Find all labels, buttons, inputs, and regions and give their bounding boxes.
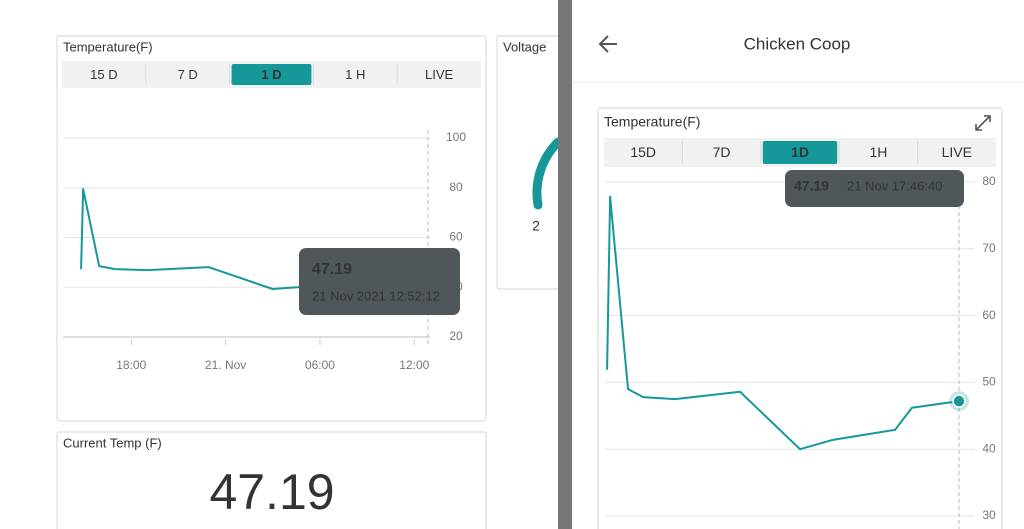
tooltip-value: 47.19 [312, 261, 352, 278]
x-tick-label: 06:00 [305, 358, 335, 372]
tab[interactable]: 7 D [178, 67, 198, 82]
widget-title: Voltage [503, 39, 546, 54]
tab[interactable]: 15D [630, 144, 656, 160]
x-tick-label: 21. Nov [205, 358, 246, 372]
y-tick-label: 80 [449, 180, 463, 194]
current-temp-value: 47.19 [209, 464, 334, 520]
tab[interactable]: LIVE [425, 67, 454, 82]
x-tick-label: 18:00 [116, 358, 146, 372]
widget-title: Temperature(F) [604, 114, 700, 130]
tooltip-time: 21 Nov 2021 12:52:12 [312, 288, 440, 303]
y-tick-label: 80 [982, 174, 996, 188]
widget-title: Current Temp (F) [63, 435, 162, 450]
tab[interactable]: 1 D [261, 67, 281, 82]
y-tick-label: 20 [449, 329, 463, 343]
y-tick-label: 60 [449, 230, 463, 244]
tab-active[interactable] [231, 64, 312, 85]
y-tick-label: 30 [982, 508, 996, 522]
gauge-label: 2 [532, 218, 540, 234]
data-line [80, 187, 429, 290]
y-tick-label: 40 [982, 441, 996, 455]
tooltip [299, 248, 460, 315]
tab-active[interactable] [762, 141, 838, 164]
y-tick-label: 100 [446, 130, 466, 144]
y-tick-label: 50 [982, 375, 996, 389]
tab[interactable]: 7D [713, 144, 731, 160]
y-tick-label: 70 [982, 241, 996, 255]
panel-divider [558, 0, 572, 529]
tooltip-time: 21 Nov 17:46:40 [847, 178, 942, 193]
expand-icon[interactable] [975, 115, 991, 131]
data-line [606, 195, 960, 451]
back-button[interactable] [598, 35, 617, 53]
tab[interactable]: 1 H [345, 67, 365, 82]
x-tick-label: 12:00 [399, 358, 429, 372]
y-tick-label: 60 [982, 308, 996, 322]
gauge-arc [532, 137, 563, 210]
temperature-widget [597, 107, 1003, 529]
tab[interactable]: 15 D [90, 67, 117, 82]
header-title: Chicken Coop [744, 34, 851, 53]
tab[interactable]: 1H [869, 144, 887, 160]
hover-point [952, 394, 966, 408]
temperature-widget [56, 35, 487, 422]
widget-title: Temperature(F) [63, 39, 153, 54]
tooltip [785, 170, 964, 207]
current-temp-widget [56, 431, 487, 529]
tab[interactable]: LIVE [942, 144, 972, 160]
tooltip-value: 47.19 [794, 178, 829, 194]
tab[interactable]: 1D [791, 144, 809, 160]
